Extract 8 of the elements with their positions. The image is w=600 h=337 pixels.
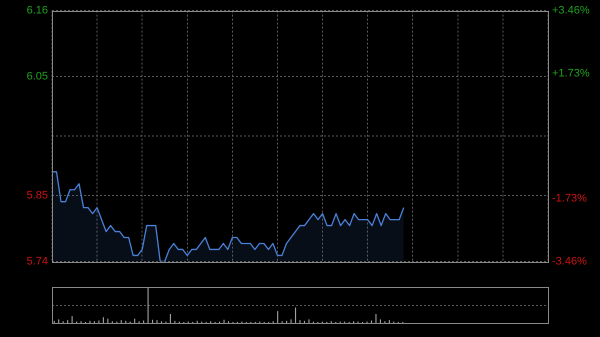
y-tick-label: 5.74 <box>26 255 48 268</box>
y2-tick-label: +1.73% <box>552 67 590 80</box>
y-tick-label: 5.85 <box>26 190 48 202</box>
y-tick-label: 6.16 <box>26 4 48 17</box>
y-tick-label: 6.05 <box>26 70 48 82</box>
y2-tick-label: +3.46% <box>552 4 590 17</box>
y2-tick-label: -1.73% <box>552 192 588 205</box>
y2-tick-label: -3.46% <box>552 255 588 268</box>
